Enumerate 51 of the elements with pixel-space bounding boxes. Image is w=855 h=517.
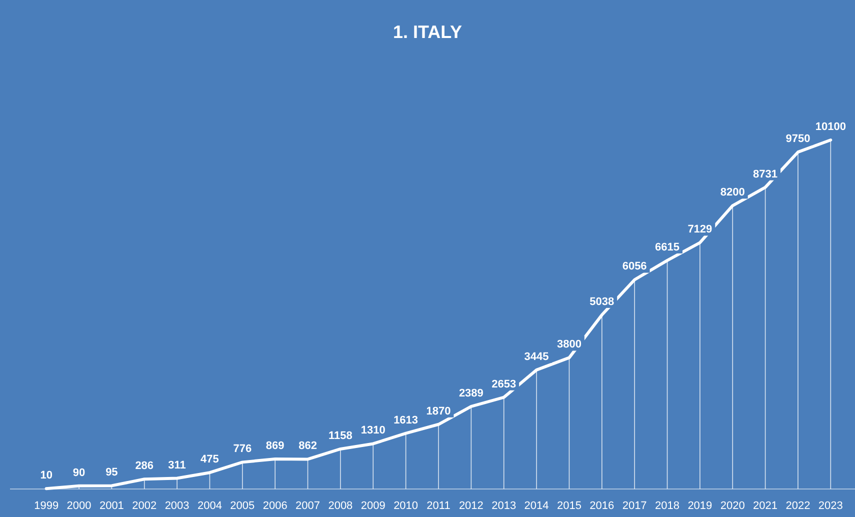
data-label: 7129 — [688, 224, 712, 236]
data-label: 475 — [200, 454, 219, 466]
x-tick-label: 2003 — [164, 500, 190, 512]
x-tick-label: 2008 — [328, 500, 353, 512]
x-tick-label: 2022 — [786, 500, 810, 512]
data-label: 869 — [266, 440, 284, 452]
x-tick-label: 2015 — [556, 500, 582, 512]
data-label: 2389 — [458, 387, 484, 400]
x-tick-label: 2000 — [66, 500, 92, 512]
data-label: 776 — [233, 443, 252, 456]
x-tick-label: 2020 — [720, 500, 745, 512]
data-label: 1158 — [328, 430, 352, 442]
x-tick-label: 2023 — [818, 500, 843, 512]
x-tick-label: 2017 — [622, 500, 647, 512]
x-tick-label: 2013 — [492, 500, 516, 512]
chart-title: 1. ITALY — [392, 22, 462, 42]
data-label: 3445 — [524, 350, 549, 363]
data-label: 10100 — [815, 121, 846, 133]
x-tick-label: 2007 — [296, 500, 320, 512]
data-label: 6615 — [655, 241, 680, 254]
data-label: 1310 — [360, 424, 386, 437]
x-tick-label: 2011 — [426, 500, 450, 512]
x-tick-label: 2021 — [753, 500, 778, 512]
data-label: 311 — [168, 459, 186, 472]
x-tick-label: 2005 — [230, 500, 255, 512]
x-tick-label: 2010 — [394, 500, 418, 512]
data-label: 3800 — [556, 338, 582, 351]
x-tick-label: 2009 — [360, 500, 386, 512]
x-tick-label: 2014 — [524, 500, 549, 512]
data-label: 9750 — [786, 133, 810, 146]
x-tick-label: 2012 — [458, 500, 484, 512]
x-tick-label: 2019 — [688, 500, 712, 512]
data-label: 6056 — [622, 260, 647, 273]
x-tick-label: 2004 — [198, 500, 222, 512]
data-label: 8200 — [720, 186, 745, 199]
data-label: 90 — [72, 466, 86, 479]
data-label: 8731 — [753, 168, 778, 180]
data-label: 5038 — [590, 296, 614, 308]
x-tick-label: 1999 — [34, 500, 59, 512]
x-tick-label: 2006 — [262, 500, 288, 512]
data-label: 862 — [298, 440, 317, 452]
x-tick-label: 2016 — [590, 500, 614, 512]
x-tick-label: 2018 — [655, 500, 680, 512]
data-label: 2653 — [492, 378, 516, 390]
data-label: 286 — [135, 460, 154, 472]
x-tick-label: 2002 — [132, 500, 157, 512]
data-label: 95 — [106, 466, 118, 479]
data-label: 1613 — [394, 414, 418, 426]
data-label: 1870 — [426, 405, 451, 418]
data-label: 10 — [40, 470, 52, 482]
x-tick-label: 2001 — [99, 500, 124, 512]
